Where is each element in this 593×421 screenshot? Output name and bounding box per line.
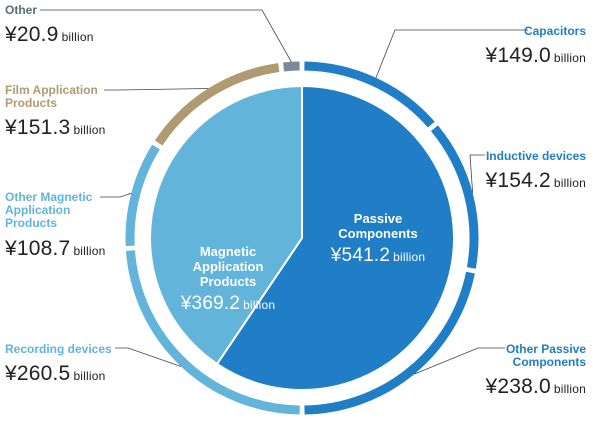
label-other-passive-name: Other Passive Components [505,342,586,370]
ring-segment-other [283,61,300,72]
leader-lines [40,9,528,375]
label-recording-name: Recording devices [5,342,112,356]
label-other-value: ¥20.9 billion [5,23,94,46]
label-inductive: Inductive devices ¥154.2 billion [485,149,586,192]
label-other-magnetic: Other Magnetic Application Products ¥108… [5,190,106,260]
leader-film-application-products [104,88,209,91]
label-other-unit: billion [61,30,94,45]
inner-pie [149,84,455,391]
inner-label-magnetic: Magnetic Application Products ¥369.2 bill… [158,244,298,315]
inner-label-passive-name: Passive Components [338,211,418,241]
label-recording: Recording devices ¥260.5 billion [5,342,112,385]
label-other-magnetic-unit: billion [73,243,106,258]
label-inductive-unit: billion [553,176,586,191]
ring-segment-other-magnetic-application-products [125,144,160,247]
ring-segment-film-application-products [154,63,280,146]
inner-label-magnetic-unit: billion [243,298,276,312]
ring-segment-other-passive-components [304,271,475,415]
label-capacitors-amount: ¥149.0 [485,44,551,68]
label-other-name: Other [5,3,38,17]
label-capacitors-unit: billion [553,51,586,66]
inner-label-magnetic-name: Magnetic Application Products [192,244,264,289]
label-inductive-value: ¥154.2 billion [485,169,586,192]
label-other-passive: Other Passive Components ¥238.0 billion [485,342,586,398]
leader-other [40,9,292,63]
ring-segment-recording-devices [125,250,300,415]
label-recording-value: ¥260.5 billion [5,362,112,385]
label-other-magnetic-amount: ¥108.7 [5,236,71,260]
inner-label-passive-unit: billion [393,250,426,264]
label-other-magnetic-name: Other Magnetic Application Products [5,190,93,231]
label-film-unit: billion [73,123,106,138]
label-other-magnetic-value: ¥108.7 billion [5,237,106,260]
label-capacitors: Capacitors ¥149.0 billion [485,24,586,67]
inner-label-passive: Passive Components ¥541.2 billion [318,211,438,267]
inner-slice-passive-components [215,84,455,391]
leader-inductive-devices [469,154,485,193]
label-other-passive-amount: ¥238.0 [485,375,551,399]
leader-recording-devices [115,347,182,367]
label-other-amount: ¥20.9 [5,23,59,47]
label-film-amount: ¥151.3 [5,116,71,140]
label-capacitors-name: Capacitors [523,24,586,38]
inner-label-magnetic-value: ¥369.2 billion [158,293,298,315]
label-film-name: Film Application Products [5,83,98,111]
label-other-passive-value: ¥238.0 billion [485,375,586,398]
inner-slice-magnetic-application-products [149,84,303,366]
inner-label-passive-value: ¥541.2 billion [318,245,438,267]
leader-other-magnetic-application-products [100,192,132,198]
label-recording-amount: ¥260.5 [5,362,71,386]
inner-label-passive-amount: ¥541.2 [330,245,391,266]
leader-capacitors [375,29,528,78]
label-film: Film Application Products ¥151.3 billion [5,83,110,139]
label-other: Other ¥20.9 billion [5,3,94,46]
label-inductive-name: Inductive devices [485,149,586,163]
ring-segment-inductive-devices [430,125,479,269]
inner-label-magnetic-amount: ¥369.2 [180,293,241,314]
label-other-passive-unit: billion [553,382,586,397]
ring-segment-capacitors [304,61,435,128]
label-capacitors-value: ¥149.0 billion [485,44,586,67]
label-inductive-amount: ¥154.2 [485,169,551,193]
label-film-value: ¥151.3 billion [5,116,110,139]
label-recording-unit: billion [73,369,106,384]
outer-ring [125,61,479,415]
leader-other-passive-components [414,347,505,375]
